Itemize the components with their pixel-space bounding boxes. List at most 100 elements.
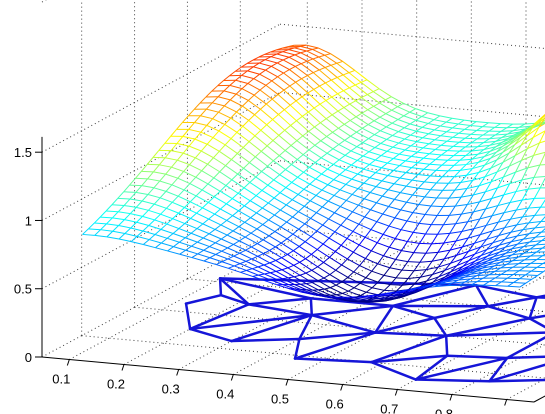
surface-mesh-line [318, 288, 325, 291]
surface-mesh-line [386, 138, 399, 144]
surface-mesh-line [458, 128, 465, 134]
surface-mesh-line [499, 246, 506, 253]
surface-mesh-line [268, 231, 276, 237]
surface-mesh-line [301, 92, 309, 98]
surface-mesh-line [267, 165, 280, 176]
surface-mesh-line [432, 276, 440, 283]
surface-mesh-line [339, 189, 353, 195]
surface-mesh-line [476, 121, 489, 124]
surface-mesh-line [329, 287, 343, 294]
surface-mesh-line [400, 209, 413, 214]
surface-mesh-line [161, 242, 174, 248]
surface-mesh-line [511, 250, 519, 256]
surface-mesh-line [290, 120, 297, 126]
triangulation-edge [293, 357, 373, 364]
surface-mesh-line [218, 144, 226, 152]
surface-mesh-line [397, 106, 410, 113]
surface-mesh-line [213, 171, 221, 179]
surface-mesh-line [289, 81, 296, 87]
surface-mesh-line [428, 133, 441, 137]
surface-mesh-line [466, 194, 474, 205]
grid-line [41, 92, 281, 221]
surface-mesh-line [362, 155, 376, 161]
surface-mesh-line [208, 218, 222, 226]
surface-mesh-line [218, 124, 226, 132]
surface-mesh-line [359, 282, 373, 289]
surface-mesh-line [117, 191, 125, 199]
surface-mesh-line [261, 165, 268, 172]
surface-mesh-line [190, 232, 204, 239]
surface-mesh-line [539, 152, 545, 166]
surface-mesh-line [267, 184, 281, 194]
surface-mesh-line [519, 128, 526, 133]
surface-mesh-line [501, 138, 508, 143]
surface-mesh-line [471, 149, 484, 152]
surface-mesh-line [176, 142, 190, 147]
surface-mesh-line [245, 258, 253, 262]
surface-mesh-line [452, 136, 466, 139]
surface-mesh-line [313, 103, 321, 109]
surface-mesh-line [160, 228, 174, 234]
surface-mesh-line [506, 256, 519, 260]
plot-axes [35, 136, 545, 406]
surface-mesh-line [300, 44, 307, 47]
triangulation-edge [486, 296, 538, 308]
surface-mesh-line [274, 209, 281, 216]
surface-mesh-line [182, 135, 196, 140]
surface-mesh-line [261, 189, 275, 199]
surface-mesh-line [404, 138, 417, 143]
surface-mesh-line [358, 237, 366, 246]
surface-mesh-line [320, 140, 334, 150]
surface-mesh-line [189, 176, 197, 184]
surface-mesh-line [321, 168, 328, 175]
triangulation-edge [188, 313, 314, 331]
surface-mesh-line [352, 204, 359, 213]
surface-mesh-line [348, 72, 362, 83]
surface-mesh-line [349, 87, 362, 99]
surface-mesh-line [520, 148, 528, 161]
surface-mesh-line [231, 192, 239, 199]
surface-mesh-line [446, 278, 453, 283]
surface-mesh-line [356, 146, 370, 153]
surface-mesh-line [354, 84, 368, 95]
surface-mesh-line [312, 72, 326, 84]
surface-mesh-line [314, 140, 322, 146]
surface-mesh-line [172, 233, 186, 239]
surface-mesh-line [290, 145, 304, 156]
surface-mesh-line [296, 115, 303, 122]
surface-mesh-line [118, 238, 132, 243]
surface-mesh-line [522, 207, 529, 218]
surface-mesh-line [249, 162, 262, 172]
surface-mesh-line [212, 130, 220, 138]
surface-mesh-line [514, 148, 528, 156]
surface-mesh-line [330, 53, 343, 62]
surface-mesh-line [269, 246, 276, 251]
surface-mesh-line [300, 50, 307, 54]
surface-mesh-line [255, 156, 268, 167]
surface-mesh-line [399, 160, 406, 166]
surface-mesh-line [373, 116, 381, 122]
surface-mesh-line [274, 226, 282, 232]
surface-mesh-line [259, 69, 266, 75]
surface-mesh-line [321, 189, 335, 196]
surface-mesh-line [142, 239, 150, 245]
surface-mesh-line [226, 198, 233, 205]
surface-mesh-line [370, 209, 383, 215]
surface-mesh-line [337, 107, 345, 112]
surface-mesh-line [509, 159, 522, 167]
surface-mesh-line [490, 159, 498, 169]
surface-mesh-line [220, 219, 228, 226]
surface-mesh-line [462, 260, 476, 267]
surface-mesh-line [538, 117, 545, 128]
surface-mesh-line [521, 188, 529, 201]
surface-mesh-line [288, 56, 302, 65]
surface-mesh-line [232, 210, 239, 217]
surface-mesh-line [357, 168, 364, 175]
surface-mesh-line [363, 164, 370, 170]
surface-mesh-line [333, 159, 340, 165]
surface-mesh-line [403, 123, 411, 129]
triangulation-edge [298, 313, 314, 341]
surface-mesh-line [266, 140, 274, 147]
surface-mesh-line [349, 296, 356, 299]
surface-mesh-line [385, 122, 393, 128]
